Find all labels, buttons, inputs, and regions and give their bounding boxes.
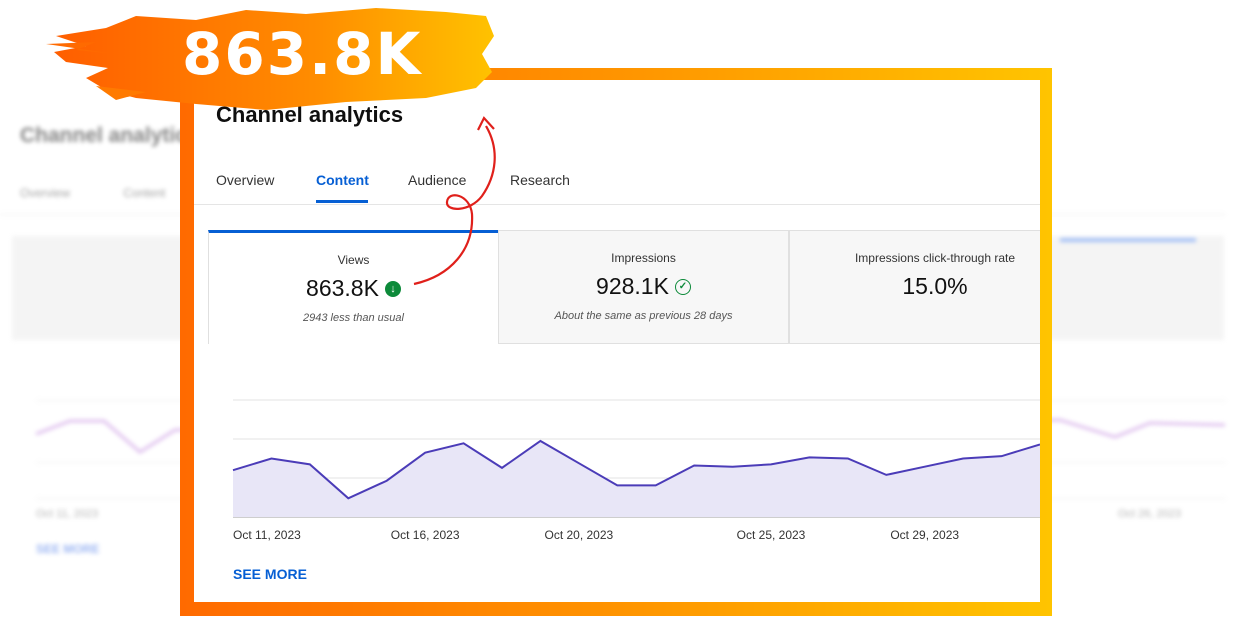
chart-series-line [232,439,1040,500]
metric-value-row: 863.8K ↓ [209,275,498,302]
tab-content[interactable]: Content [316,172,369,188]
metric-card-ctr[interactable]: Impressions click-through rate 15.0% [789,230,1040,344]
arrow-down-circle-icon: ↓ [384,280,401,297]
headline-views-value: 863.8K [182,20,423,88]
metric-note: 2943 less than usual [303,312,404,324]
metric-value: 15.0% [902,273,968,299]
metric-value-row: 15.0% [790,273,1040,300]
brush-stroke-banner [46,8,494,110]
tab-audience[interactable]: Audience [408,172,467,188]
active-tab-indicator [316,200,368,203]
metric-label: Views [337,253,370,267]
bg-date-end: Oct 26, 2023 [1118,508,1181,520]
views-chart: Oct 11, 2023 Oct 16, 2023 Oct 20, 2023 Oct … [232,399,1040,542]
x-tick-label: Oct 16, 2023 [391,528,460,542]
tabs-divider [194,204,1040,205]
metric-note: About the same as previous 28 days [554,310,733,322]
check-circle-icon: ✓ [674,278,691,295]
see-more-link[interactable]: SEE MORE [233,566,307,582]
metric-card-impressions[interactable]: Impressions 928.1K ✓ About the same as p… [498,230,789,344]
chart-area-fill [233,440,1040,517]
bg-page-title: Channel analytics [20,124,199,147]
metric-value-row: 928.1K ✓ [499,273,788,300]
metric-label: Impressions click-through rate [854,251,1016,265]
bg-tabs: Overview Content [20,186,215,200]
bg-date-start: Oct 11, 2023 [36,508,99,520]
tab-research[interactable]: Research [510,172,570,188]
tab-overview[interactable]: Overview [216,172,275,188]
analytics-card: Channel analytics Overview Content Audie… [194,80,1040,602]
metric-value: 928.1K [596,273,669,299]
x-tick-label: Oct 25, 2023 [737,528,806,542]
metric-label: Impressions [611,251,676,265]
x-tick-label: Oct 20, 2023 [544,528,613,542]
bg-tab-content: Content [123,186,166,200]
bg-tab-overview: Overview [20,186,71,200]
x-tick-label: Oct 29, 2023 [890,528,959,542]
x-tick-label: Oct 11, 2023 [233,528,301,542]
metric-card-views[interactable]: Views 863.8K ↓ 2943 less than usual [208,230,499,344]
metric-value: 863.8K [306,275,379,301]
bg-see-more: SEE MORE [36,542,100,556]
bg-accent-bar [1060,238,1196,242]
